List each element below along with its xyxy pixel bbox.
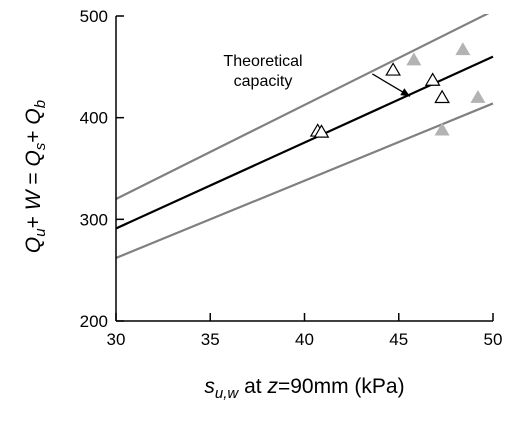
y-tick-label: 300 <box>80 210 108 229</box>
x-tick-label: 40 <box>295 330 314 349</box>
annotation-theoretical-capacity: Theoretical capacity <box>223 53 302 90</box>
y-tick-label: 400 <box>80 109 108 128</box>
axes: 200 300 400 500 30 35 40 45 50 <box>80 7 503 349</box>
data-point-filled <box>455 42 471 56</box>
annotation-arrow-head <box>400 88 411 97</box>
upper-bound-line <box>116 14 490 200</box>
x-tick-label: 35 <box>201 330 220 349</box>
x-tick-label: 50 <box>484 330 503 349</box>
y-axis-title: Qu+ W = Qs+ Qb <box>22 100 49 253</box>
data-point-open <box>313 124 330 138</box>
data-point-filled <box>406 52 422 66</box>
plot-area <box>116 14 494 259</box>
data-point-filled <box>470 90 486 103</box>
y-tick-label: 200 <box>80 312 108 331</box>
lower-bound-line <box>116 102 494 259</box>
y-tick-label: 500 <box>80 7 108 26</box>
data-point-open <box>434 89 450 104</box>
annotation-line: Theoretical <box>223 53 302 70</box>
data-point-open <box>424 72 441 86</box>
x-tick-label: 30 <box>107 330 126 349</box>
data-point-open <box>385 62 401 76</box>
x-axis-title: su,w at z=90mm (kPa) <box>204 375 404 402</box>
annotation-line: capacity <box>234 73 293 90</box>
data-point-filled <box>434 122 450 136</box>
x-tick-label: 45 <box>389 330 408 349</box>
